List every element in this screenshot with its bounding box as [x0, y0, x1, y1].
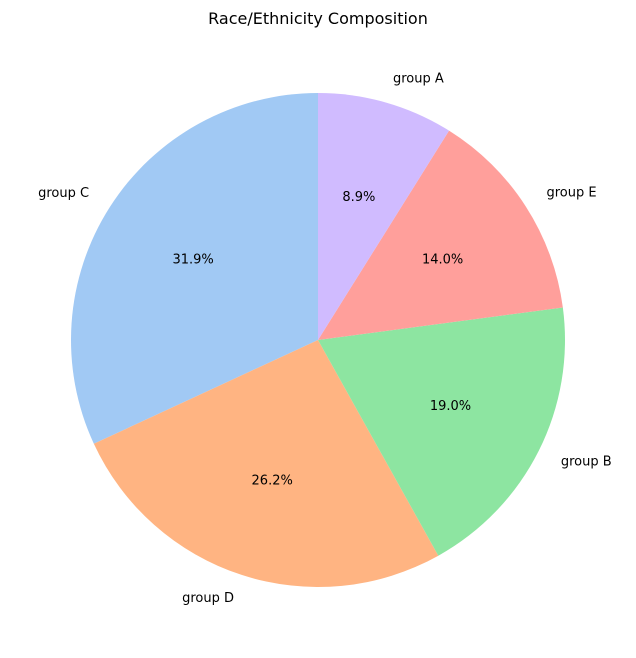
- labels-layer: group C 31.9% group D 26.2% group B 19.0% grou…: [38, 71, 612, 606]
- slice-percent-group-A: 8.9%: [342, 190, 375, 205]
- slice-percent-group-C: 31.9%: [172, 253, 213, 268]
- pie-slice-group-D: [93, 340, 439, 588]
- slice-label-group-A: group A: [393, 71, 444, 86]
- pie-slice-group-E: [318, 130, 563, 340]
- slice-label-group-B: group B: [561, 454, 612, 469]
- pie-slice-group-C: [70, 93, 319, 444]
- slices-layer: [70, 93, 565, 588]
- pie-slice-group-B: [318, 307, 565, 556]
- slice-label-group-C: group C: [38, 186, 89, 201]
- slice-percent-group-D: 26.2%: [252, 473, 293, 488]
- pie-slice-group-A: [318, 93, 450, 340]
- slice-label-group-D: group D: [182, 591, 234, 606]
- slice-label-group-E: group E: [546, 185, 596, 200]
- slice-percent-group-B: 19.0%: [430, 399, 471, 414]
- slice-percent-group-E: 14.0%: [422, 252, 463, 267]
- chart-title: Race/Ethnicity Composition: [208, 9, 428, 28]
